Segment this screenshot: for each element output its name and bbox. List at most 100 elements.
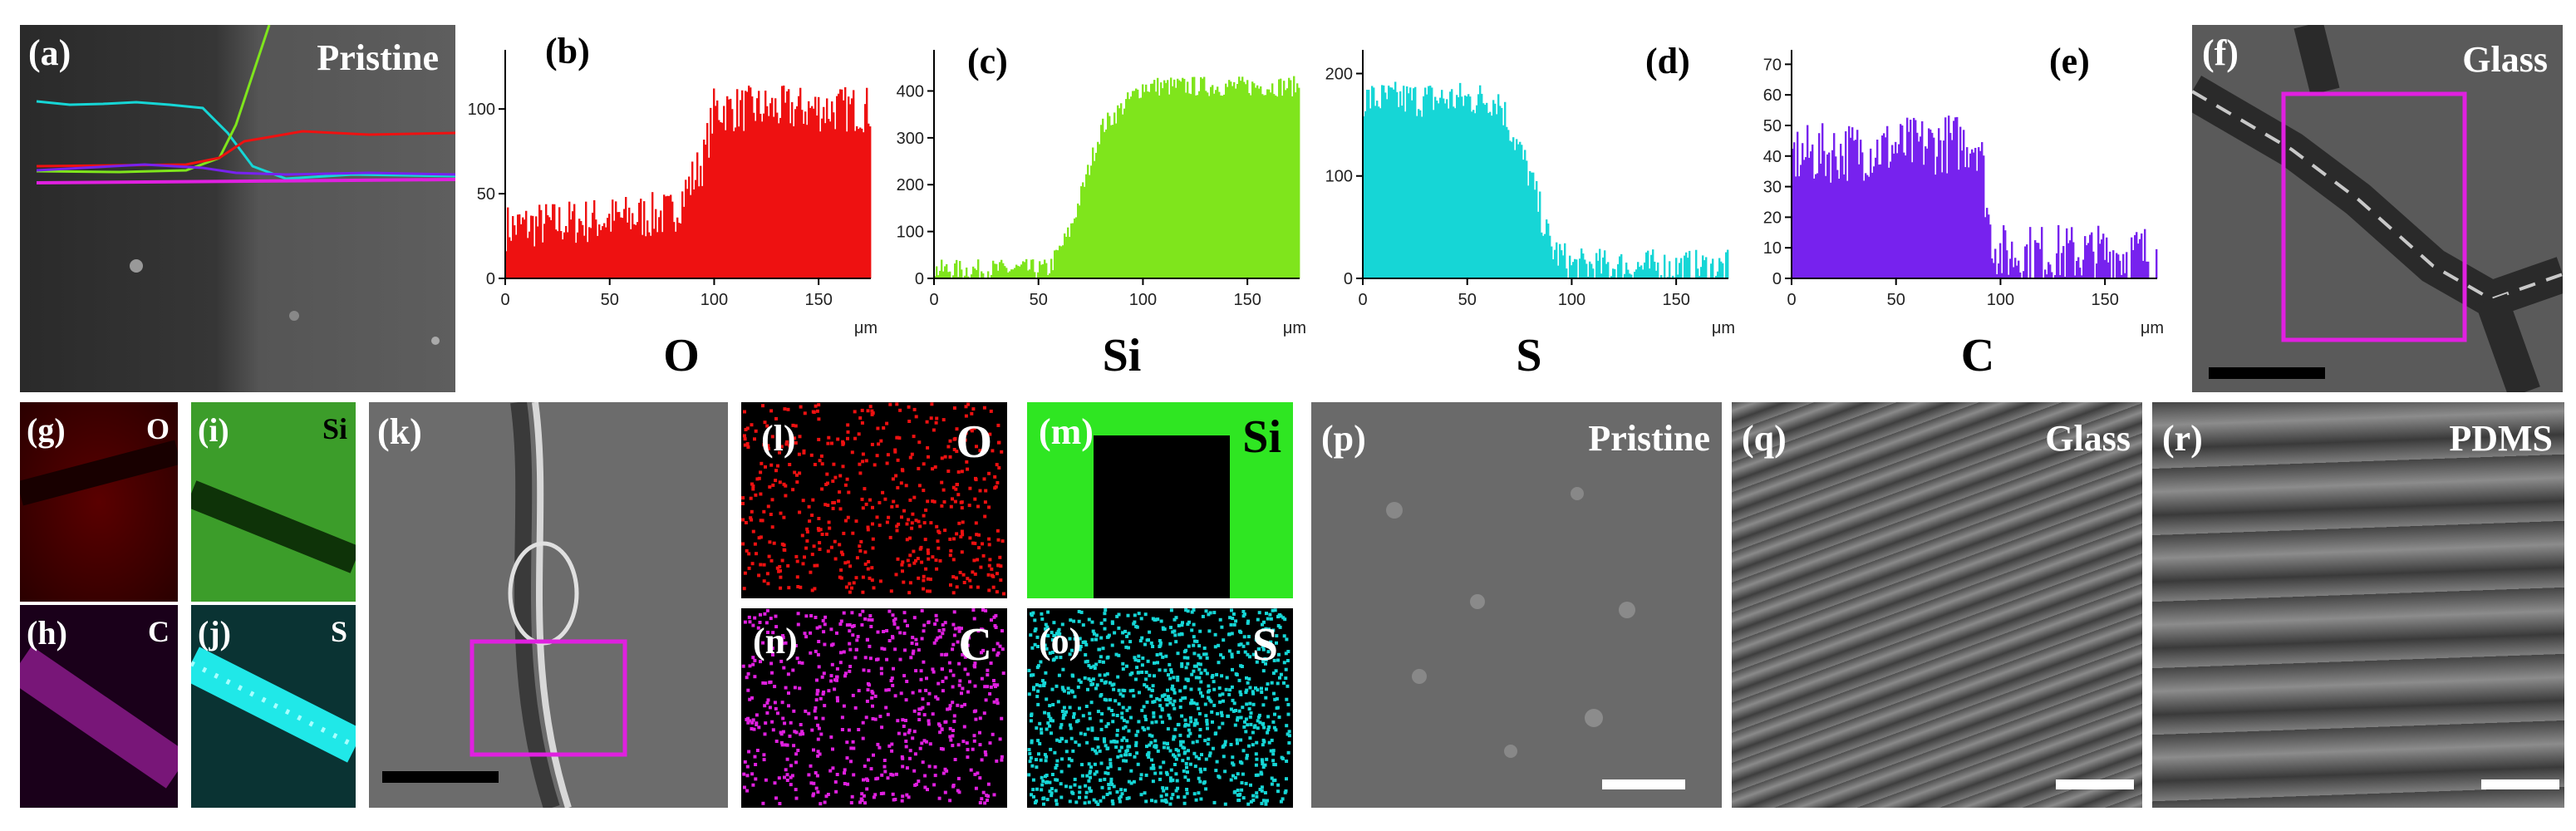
dotmap-dot: [991, 732, 995, 736]
dotmap-dot: [944, 676, 948, 680]
dotmap-dot: [905, 766, 909, 770]
dotmap-dot: [759, 470, 763, 475]
dotmap-dot: [1111, 713, 1115, 717]
dotmap-dot: [742, 434, 746, 438]
chart-Si-bar: [1195, 95, 1197, 278]
dotmap-dot: [864, 502, 868, 506]
chart-O-bar: [623, 209, 626, 278]
dotmap-dot: [995, 480, 1000, 484]
dotmap-dot: [1000, 758, 1004, 762]
chart-C-bar: [2049, 264, 2052, 278]
dotmap-dot: [1176, 723, 1180, 727]
dotmap-dot: [940, 652, 944, 656]
dotmap-dot: [1167, 713, 1171, 717]
dotmap-dot: [1158, 704, 1163, 708]
dotmap-dot: [817, 417, 821, 421]
chart-O-bar: [706, 123, 709, 278]
dotmap-dot: [1185, 788, 1189, 791]
dotmap-dot: [1192, 751, 1197, 755]
chart-S-bar: [1595, 253, 1598, 278]
chart-O-bar: [653, 229, 656, 278]
dotmap-dot: [838, 622, 843, 626]
dotmap-dot: [1041, 679, 1045, 683]
dotmap-dot: [1101, 660, 1105, 664]
dotmap-dot: [971, 747, 975, 751]
chart-O-bar: [834, 129, 837, 278]
chart-Si-bar: [1258, 88, 1261, 278]
dotmap-dot: [1047, 715, 1051, 719]
dotmap-dot: [1059, 770, 1064, 774]
dotmap-dot: [882, 630, 886, 633]
chart-S-bar: [1501, 107, 1503, 278]
dotmap-dot: [1287, 734, 1291, 738]
chart-S-bar: [1634, 271, 1636, 278]
dotmap-dot: [1078, 706, 1081, 711]
dotmap-dot: [877, 442, 881, 446]
dotmap-dot: [1094, 800, 1099, 804]
dotmap-dot: [1210, 710, 1214, 714]
chart-O-bar: [595, 219, 597, 278]
dotmap-dot: [765, 424, 769, 428]
dotmap-dot: [831, 747, 834, 751]
dotmap-dot: [900, 799, 904, 803]
dotmap-dot: [1117, 702, 1121, 706]
dotmap-dot: [951, 744, 955, 748]
chart-C-bar: [1898, 144, 1900, 278]
chart-Si-bar: [1162, 88, 1164, 278]
dotmap-dot: [754, 493, 758, 497]
chart-C-bar: [1971, 149, 1974, 278]
dotmap-dot: [938, 635, 942, 639]
dotmap-dot: [1120, 711, 1124, 715]
dotmap-dot: [995, 653, 1000, 657]
dotmap-dot: [792, 744, 796, 748]
dotmap-dot: [937, 681, 941, 686]
dotmap-dot: [977, 533, 981, 537]
chart-C-bar: [1953, 120, 1955, 278]
dotmap-dot: [762, 443, 766, 447]
dotmap-dot: [1207, 690, 1210, 694]
chart-Si-bar: [1170, 77, 1172, 278]
dotmap-dot: [858, 544, 862, 548]
dotmap-dot: [1271, 608, 1275, 612]
dotmap-dot: [771, 483, 775, 487]
dotmap-dot: [1043, 681, 1047, 685]
chart-S-bar: [1389, 87, 1392, 278]
chart-O-bar: [686, 189, 689, 278]
dotmap-dot: [833, 557, 838, 561]
dotmap-dot: [1282, 634, 1286, 638]
dotmap-dot: [858, 612, 863, 617]
chart-y-tick-label: 60: [1763, 86, 1782, 105]
chart-O-bar: [540, 209, 543, 278]
dotmap-dot: [861, 736, 865, 740]
dotmap-dot: [1099, 678, 1104, 682]
chart-Si-bar: [1175, 87, 1177, 278]
dotmap-dot: [973, 572, 977, 576]
dotmap-dot: [1083, 801, 1087, 805]
dotmap-dot: [932, 641, 937, 645]
dotmap-dot: [858, 416, 863, 420]
dotmap-dot: [1180, 664, 1184, 668]
dotmap-dot: [1263, 656, 1267, 661]
dotmap-dot: [750, 518, 754, 522]
dotmap-dot: [1159, 794, 1163, 799]
dotmap-dot: [1182, 686, 1187, 690]
dotmap-dot: [843, 483, 848, 487]
chart-C-bar: [1954, 117, 1957, 278]
panel-i-label: (i): [198, 411, 229, 449]
dotmap-dot: [1044, 774, 1047, 779]
dotmap-dot: [1123, 753, 1127, 757]
chart-Si-bar: [1000, 259, 1003, 278]
dotmap-dot: [776, 711, 779, 715]
chart-S-bar: [1424, 87, 1427, 279]
dotmap-dot: [818, 541, 822, 545]
dotmap-dot: [799, 732, 803, 736]
dotmap-dot: [1254, 752, 1258, 756]
chart-S-bar: [1391, 87, 1394, 278]
chart-O-bar: [683, 206, 686, 278]
chart-S-bar: [1381, 85, 1384, 279]
dotmap-dot: [798, 510, 802, 514]
dotmap-dot: [753, 755, 757, 759]
dotmap-dot: [769, 409, 774, 413]
dotmap-dot: [1095, 737, 1099, 741]
